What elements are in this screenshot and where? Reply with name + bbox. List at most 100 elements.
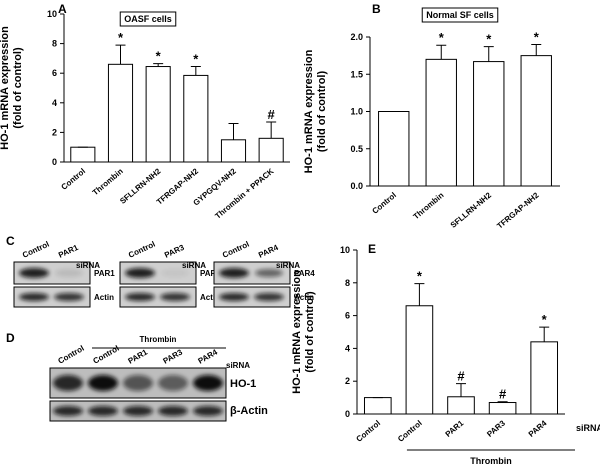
error-bar [153, 63, 164, 67]
band [123, 375, 153, 391]
blot-bg [119, 286, 197, 308]
treatment-label: Thrombin [470, 456, 512, 466]
band [219, 268, 249, 278]
significance-mark: * [193, 52, 199, 67]
bar [258, 137, 284, 163]
title-box [421, 7, 499, 23]
y-tick-label: 0.5 [350, 144, 363, 154]
y-axis-label: (fold of control) [12, 47, 24, 129]
bar [520, 55, 552, 187]
band [53, 375, 83, 391]
x-tick-label: PAR3 [485, 418, 507, 439]
band [193, 406, 223, 416]
y-tick-label: 2.0 [350, 32, 363, 42]
significance-mark: * [534, 29, 540, 44]
y-tick-label: 8 [52, 39, 57, 49]
band [158, 406, 188, 416]
significance-mark: # [268, 107, 276, 122]
row-label: PAR3 [200, 269, 221, 278]
bar [447, 396, 475, 415]
treatment-label: Thrombin [140, 335, 177, 344]
band [55, 269, 83, 277]
band [88, 375, 118, 391]
row-label: Actin [294, 293, 314, 302]
x-tick-label: PAR1 [444, 418, 466, 439]
y-tick-label: 0.0 [350, 181, 363, 191]
x-tick-label: Control [355, 419, 383, 444]
bar [473, 61, 505, 187]
lane-label: PAR1 [127, 347, 150, 365]
panel-letter: A [58, 2, 67, 16]
band [53, 406, 83, 416]
chart-title: OASF cells [124, 14, 172, 24]
panel-letter: E [368, 242, 376, 256]
error-bar [456, 383, 466, 397]
x-tick-label: Thrombin [91, 167, 125, 198]
chart-title: Normal SF cells [426, 10, 494, 20]
y-tick-label: 6 [345, 311, 350, 321]
y-axis-label: (fold of control) [316, 71, 328, 153]
bar [378, 111, 410, 187]
significance-mark: * [439, 30, 445, 45]
y-tick-label: 1.5 [350, 69, 363, 79]
band [193, 375, 223, 391]
band [255, 269, 283, 277]
lane-label: PAR3 [162, 347, 185, 365]
title-box [119, 11, 177, 27]
lane-label: Control [127, 240, 157, 260]
error-bar [190, 66, 201, 76]
x-tick-label: Control [396, 419, 424, 444]
lane-label: Control [21, 240, 51, 260]
band [125, 293, 155, 301]
bar [488, 402, 517, 415]
y-tick-label: 2 [345, 376, 350, 386]
significance-mark: * [156, 49, 162, 64]
band [158, 375, 188, 391]
error-bar [266, 121, 277, 139]
y-axis-label: HO-1 mRNA expression [291, 270, 303, 394]
band [123, 406, 153, 416]
band [54, 293, 84, 301]
lane-label: PAR1 [57, 243, 80, 260]
blot-bg [119, 261, 197, 285]
error-bar [436, 44, 447, 60]
sirna-label: siRNA [226, 361, 250, 370]
bar [363, 397, 392, 415]
lane-label: Control [57, 344, 86, 366]
sirna-label: siRNA [276, 261, 300, 270]
sirna-label: siRNA [576, 423, 600, 433]
blot-bg [13, 286, 91, 308]
bar [405, 305, 434, 415]
y-axis-label: HO-1 mRNA expression [0, 26, 11, 150]
y-tick-label: 4 [345, 343, 350, 353]
row-label: Actin [94, 293, 114, 302]
y-tick-label: 0 [345, 409, 350, 419]
x-tick-label: SFLLRN-NH2 [449, 190, 494, 230]
bar [425, 58, 457, 187]
y-axis-label: (fold of control) [304, 291, 316, 373]
bar [530, 341, 559, 415]
error-bar [414, 283, 425, 306]
y-tick-label: 10 [47, 9, 57, 19]
significance-mark: * [486, 32, 492, 47]
error-bar [483, 46, 494, 62]
panel-letter: B [372, 2, 381, 16]
significance-mark: # [499, 387, 507, 402]
band [88, 406, 118, 416]
blot-bg [13, 261, 91, 285]
lane-label: Control [221, 240, 251, 260]
y-tick-label: 8 [345, 278, 350, 288]
x-tick-label: PAR4 [527, 418, 549, 439]
significance-mark: * [542, 312, 548, 327]
significance-mark: * [417, 269, 423, 284]
error-bar [539, 326, 550, 342]
lane-label: PAR4 [257, 243, 280, 260]
row-label: β-Actin [230, 405, 268, 417]
x-tick-label: Control [60, 167, 88, 192]
x-tick-label: TFRGAP-NH2 [495, 190, 541, 230]
y-tick-label: 2 [52, 127, 57, 137]
sirna-label: siRNA [182, 261, 206, 270]
row-label: Actin [200, 293, 220, 302]
y-tick-label: 0 [52, 157, 57, 167]
